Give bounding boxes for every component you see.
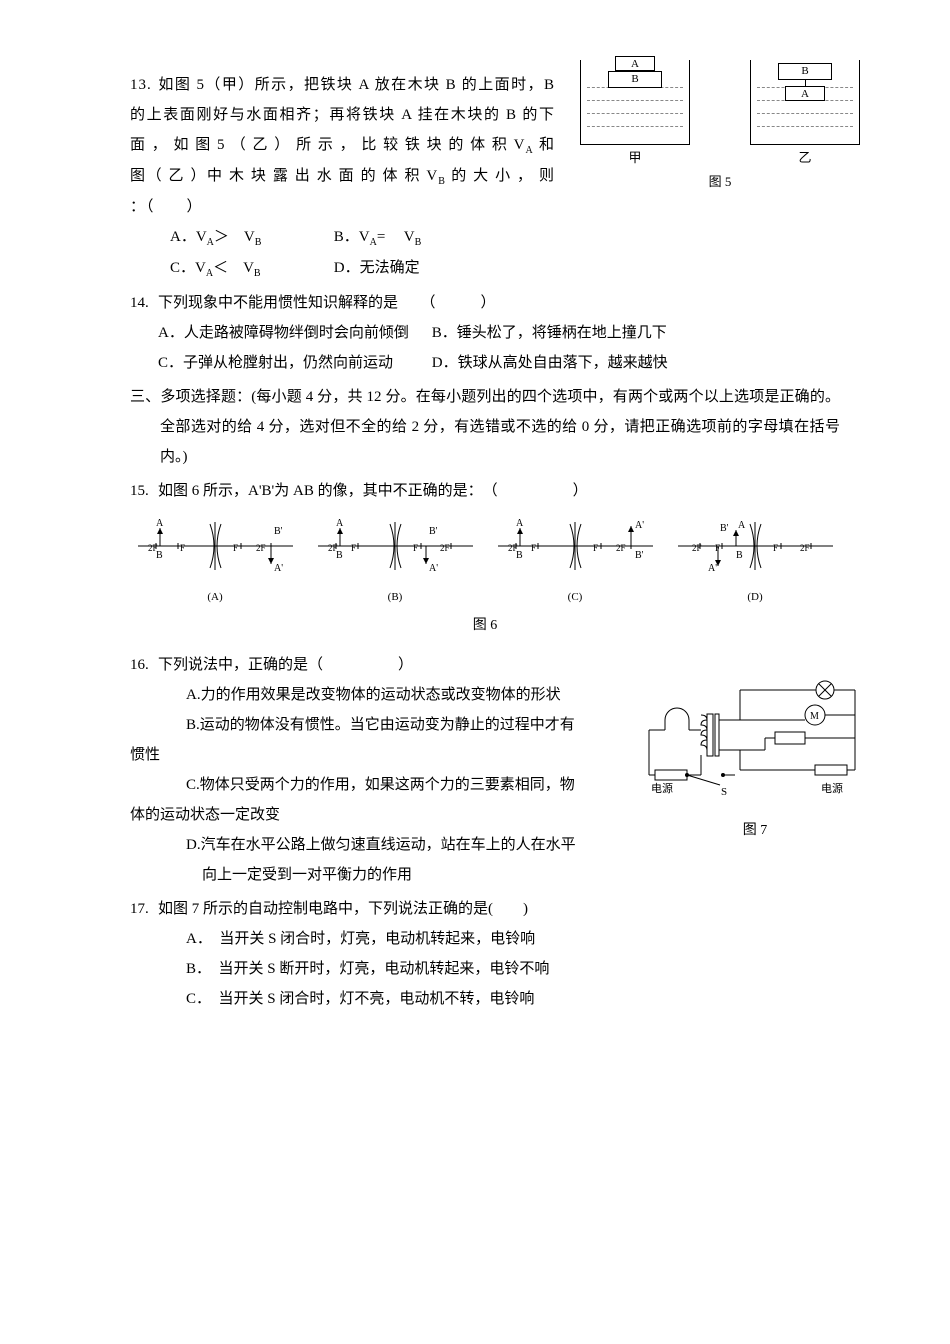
q15-number: 15. — [130, 476, 158, 506]
q13-option-b: B．VA= VB — [334, 222, 494, 253]
figure-6-caption: 图 6 — [130, 612, 840, 640]
question-13: A B 甲 B A 乙 图 5 13.如图 5（甲）所示，把铁 — [130, 70, 840, 284]
figure-5-left: A B 甲 — [580, 60, 690, 171]
figure-5-caption: 图 5 — [580, 169, 860, 195]
svg-text:F: F — [593, 543, 598, 553]
q15-stem: 如图 6 所示，A'B'为 AB 的像，其中不正确的是： （ ） — [158, 483, 588, 499]
svg-text:2F: 2F — [800, 543, 810, 553]
figure-6-d: 2FF AB B'A' F2F (D) — [678, 516, 833, 608]
svg-text:2F: 2F — [256, 543, 266, 553]
q16-stem: 下列说法中，正确的是（ ） — [158, 657, 413, 673]
svg-text:B: B — [516, 550, 523, 561]
q14-option-b: B．锤头松了，将锤柄在地上撞几下 — [432, 318, 702, 348]
q17-stem: 如图 7 所示的自动控制电路中，下列说法正确的是( ) — [158, 901, 528, 917]
question-16: M 电源 电源 S 图 7 16.下列说法中，正确的是（ ） A.力的作用效果是… — [130, 650, 840, 890]
figure-6-c: 2FF AB F2F A'B' (C) — [498, 516, 653, 608]
figure-6: 2F F A B F 2F B' A' (A) 2F F A B — [130, 516, 840, 640]
fig7-src1-label: 电源 — [651, 781, 673, 795]
svg-text:S: S — [721, 786, 727, 798]
svg-text:A: A — [516, 518, 524, 529]
question-14: 14.下列现象中不能用惯性知识解释的是 （ ） A．人走路被障碍物绊倒时会向前倾… — [130, 288, 840, 378]
figure-7: M 电源 电源 S 图 7 — [640, 670, 870, 845]
svg-text:B': B' — [274, 526, 283, 537]
block-b: B — [608, 71, 662, 88]
svg-text:B': B' — [635, 550, 644, 561]
svg-text:A': A' — [635, 520, 644, 531]
q17-option-a: A． 当开关 S 闭合时，灯亮，电动机转起来，电铃响 — [130, 924, 840, 954]
q13-option-d: D．无法确定 — [334, 253, 494, 283]
svg-text:B': B' — [720, 523, 729, 534]
svg-text:F: F — [413, 543, 418, 553]
svg-text:F: F — [351, 543, 356, 553]
svg-text:F: F — [531, 543, 536, 553]
q16-option-d-2: 向上一定受到一对平衡力的作用 — [130, 860, 840, 890]
svg-text:A: A — [156, 518, 164, 529]
figure-5-right-label: 乙 — [750, 145, 860, 171]
q13-number: 13. — [130, 70, 158, 100]
figure-6-a-label: (A) — [138, 586, 293, 608]
figure-5-right: B A 乙 — [750, 60, 860, 171]
q14-option-c: C．子弹从枪膛射出，仍然向前运动 — [158, 348, 428, 378]
svg-text:B: B — [336, 550, 343, 561]
figure-6-b: 2FF AB F2F B'A' (B) — [318, 516, 473, 608]
svg-text:F: F — [233, 543, 238, 553]
figure-7-caption: 图 7 — [640, 817, 870, 845]
question-17: 17.如图 7 所示的自动控制电路中，下列说法正确的是( ) A． 当开关 S … — [130, 894, 840, 1014]
q14-stem: 下列现象中不能用惯性知识解释的是 （ ） — [158, 295, 496, 311]
svg-text:A: A — [738, 520, 746, 531]
q13-sub-a: A — [526, 145, 534, 156]
figure-6-a: 2FF AB F2F B'A' (A) — [138, 516, 293, 608]
figure-6-b-label: (B) — [318, 586, 473, 608]
section-3-header: 三、多项选择题：(每小题 4 分，共 12 分。在每小题列出的四个选项中，有两个… — [160, 382, 840, 472]
svg-text:A: A — [336, 518, 344, 529]
svg-text:2F: 2F — [616, 543, 626, 553]
figure-5-left-label: 甲 — [580, 145, 690, 171]
q14-option-a: A．人走路被障碍物绊倒时会向前倾倒 — [158, 318, 428, 348]
svg-text:F: F — [180, 543, 185, 553]
svg-text:2F: 2F — [692, 543, 702, 553]
svg-text:M: M — [810, 711, 819, 722]
svg-text:A': A' — [708, 563, 717, 574]
svg-text:A': A' — [274, 563, 283, 574]
q13-text-1: 如图 5（甲）所示，把铁块 A 放在木块 B 的上面时，B 的上表面刚好与水面相… — [130, 77, 555, 153]
q14-option-d: D．铁球从高处自由落下，越来越快 — [432, 348, 702, 378]
svg-text:B: B — [156, 550, 163, 561]
q13-option-c: C．VA＜ VB — [170, 253, 330, 284]
figure-5: A B 甲 B A 乙 图 5 — [580, 60, 860, 195]
q13-option-a: A．VA＞ VB — [170, 222, 330, 253]
q17-option-c: C． 当开关 S 闭合时，灯不亮，电动机不转，电铃响 — [130, 984, 840, 1014]
q14-number: 14. — [130, 288, 158, 318]
svg-text:F: F — [773, 543, 778, 553]
q17-number: 17. — [130, 894, 158, 924]
svg-text:B: B — [736, 550, 743, 561]
figure-6-d-label: (D) — [678, 586, 833, 608]
svg-text:2F: 2F — [440, 543, 450, 553]
svg-text:A': A' — [429, 563, 438, 574]
question-15: 15.如图 6 所示，A'B'为 AB 的像，其中不正确的是： （ ） — [130, 476, 840, 506]
svg-text:B': B' — [429, 526, 438, 537]
block-b-2: B — [778, 63, 832, 80]
q13-sub-b: B — [438, 176, 446, 187]
q17-option-b: B． 当开关 S 断开时，灯亮，电动机转起来，电铃不响 — [130, 954, 840, 984]
q16-number: 16. — [130, 650, 158, 680]
block-a-2: A — [785, 86, 825, 101]
block-a: A — [615, 56, 655, 71]
svg-text:电源: 电源 — [821, 781, 843, 795]
figure-6-c-label: (C) — [498, 586, 653, 608]
